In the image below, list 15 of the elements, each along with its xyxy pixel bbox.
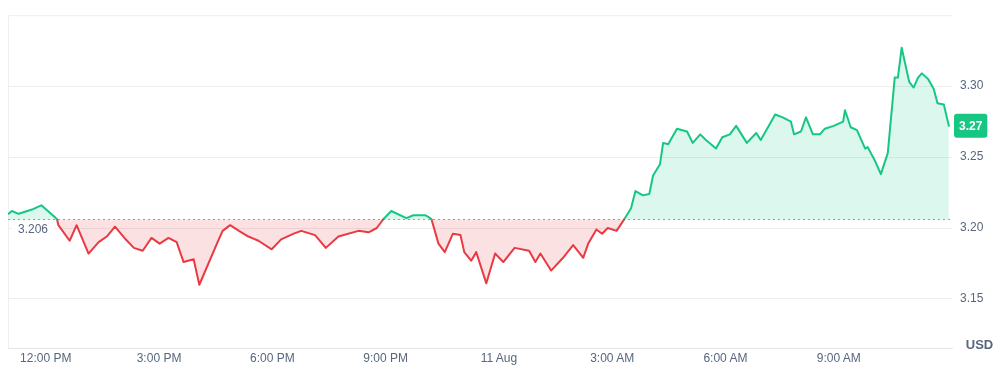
y-tick-label: 3.15	[960, 291, 984, 306]
y-axis-title: USD	[965, 337, 994, 353]
x-tick-label: 9:00 AM	[816, 351, 861, 366]
y-tick-label: 3.30	[960, 78, 984, 93]
y-tick-label: 3.20	[960, 220, 984, 235]
x-tick-label: 6:00 AM	[703, 351, 748, 366]
x-tick-label: 3:00 AM	[590, 351, 635, 366]
x-tick-label: 9:00 PM	[363, 351, 408, 366]
x-tick-label: 12:00 PM	[20, 351, 72, 366]
y-tick-label: 3.25	[960, 149, 984, 164]
ref-line-label: 3.206	[18, 221, 49, 236]
x-tick-label: 11 Aug	[480, 351, 518, 366]
x-tick-label: 6:00 PM	[249, 351, 295, 366]
annotation: 3.27	[959, 119, 983, 134]
x-tick-label: 3:00 PM	[136, 351, 182, 366]
